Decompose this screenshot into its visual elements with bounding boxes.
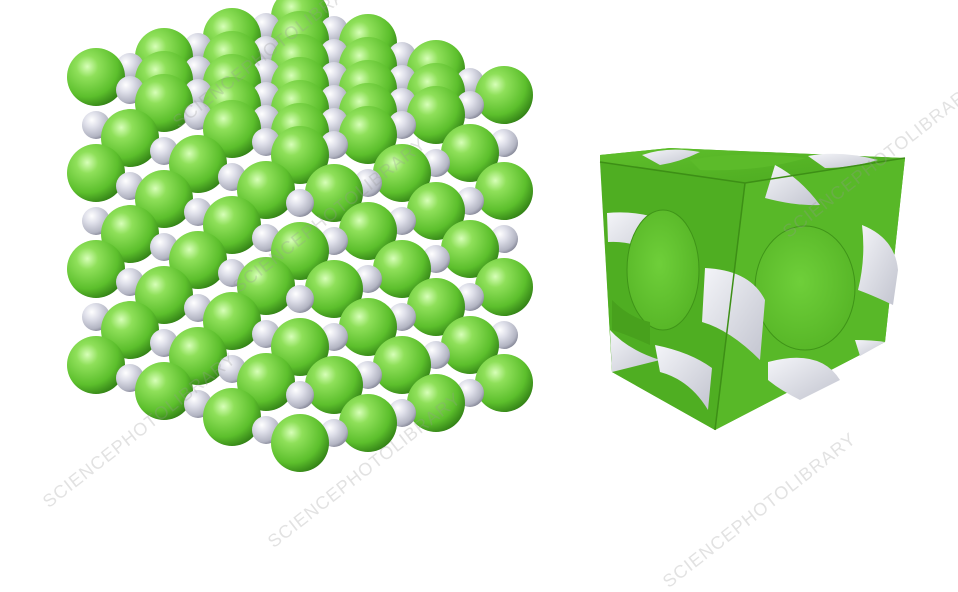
sodium-quarter-right-2 xyxy=(855,340,885,356)
crystal-illustration xyxy=(67,0,906,472)
chloride-ion-sphere xyxy=(67,336,125,394)
chloride-ion-sphere xyxy=(203,388,261,446)
chloride-ion-sphere xyxy=(407,374,465,432)
chloride-ion-sphere xyxy=(339,202,397,260)
chloride-ion-sphere xyxy=(407,182,465,240)
chloride-ion-sphere xyxy=(339,394,397,452)
chloride-ion-sphere xyxy=(305,260,363,318)
chloride-ion-sphere xyxy=(373,336,431,394)
sodium-half-left-3 xyxy=(655,345,712,410)
chloride-ion-sphere xyxy=(475,258,533,316)
image-scene: SCIENCEPHOTOLIBRARY SCIENCEPHOTOLIBRARY … xyxy=(39,0,958,592)
nacl-unit-cell-model xyxy=(599,148,906,431)
chloride-ion-sphere xyxy=(441,124,499,182)
chloride-ion-sphere xyxy=(135,362,193,420)
chloride-disc-left xyxy=(626,209,700,331)
chloride-ion-sphere xyxy=(67,48,125,106)
chloride-ion-sphere xyxy=(339,298,397,356)
chloride-ion-sphere xyxy=(441,220,499,278)
chloride-ion-sphere xyxy=(407,278,465,336)
unit-cell-edge-front xyxy=(714,182,746,431)
chloride-ion-sphere xyxy=(339,106,397,164)
nacl-lattice-model xyxy=(67,0,533,472)
chloride-ion-sphere xyxy=(305,164,363,222)
chloride-ion-sphere xyxy=(441,316,499,374)
sodium-quarter-top-2 xyxy=(808,153,878,168)
chloride-ion-sphere xyxy=(67,240,125,298)
chloride-ion-sphere xyxy=(475,162,533,220)
chloride-ion-sphere xyxy=(475,66,533,124)
chloride-ion-sphere xyxy=(373,240,431,298)
chloride-edge-left xyxy=(612,300,650,345)
sodium-quarter-top-1 xyxy=(642,149,700,165)
sodium-half-left-2 xyxy=(610,330,660,372)
chloride-ion-sphere xyxy=(475,354,533,412)
chloride-ion-sphere xyxy=(271,414,329,472)
sodium-quarter-right-1 xyxy=(765,165,820,206)
sodium-half-center xyxy=(702,268,765,360)
sodium-ion-sphere xyxy=(286,285,314,313)
chloride-disc-right xyxy=(754,225,856,351)
chloride-ion-sphere xyxy=(407,86,465,144)
chloride-half-top xyxy=(690,154,806,171)
chloride-ion-sphere xyxy=(373,144,431,202)
chloride-ion-sphere xyxy=(305,356,363,414)
chloride-ion-sphere xyxy=(67,144,125,202)
sodium-half-right-2 xyxy=(768,357,840,400)
sodium-ion-sphere xyxy=(286,189,314,217)
sodium-ion-sphere xyxy=(286,381,314,409)
sodium-half-right-1 xyxy=(858,225,898,305)
